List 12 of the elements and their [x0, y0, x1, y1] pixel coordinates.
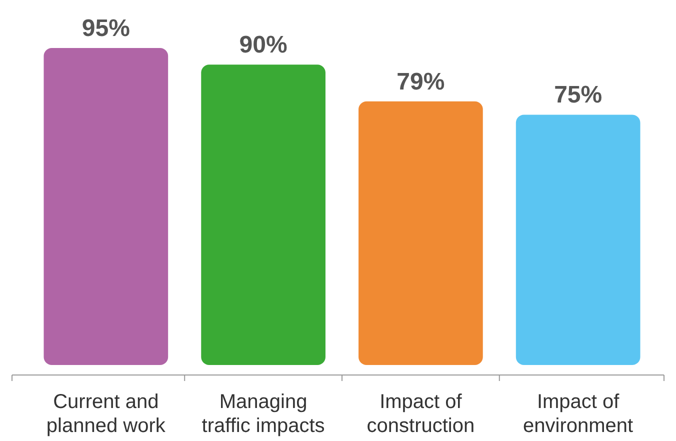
- data-label: 95%: [82, 15, 130, 42]
- x-tick-label: Current and planned work: [46, 391, 166, 437]
- data-label: 75%: [554, 82, 602, 109]
- bar: [201, 64, 326, 365]
- data-label: 79%: [396, 68, 445, 96]
- data-label: 90%: [239, 32, 288, 59]
- bar: [44, 48, 168, 365]
- x-tick-label: Impact of environment: [523, 391, 634, 437]
- x-tick-label: Managing traffic impacts: [202, 391, 325, 437]
- bar: [516, 114, 640, 365]
- x-tick-label: Impact of construction: [366, 391, 475, 437]
- bar: [358, 101, 483, 365]
